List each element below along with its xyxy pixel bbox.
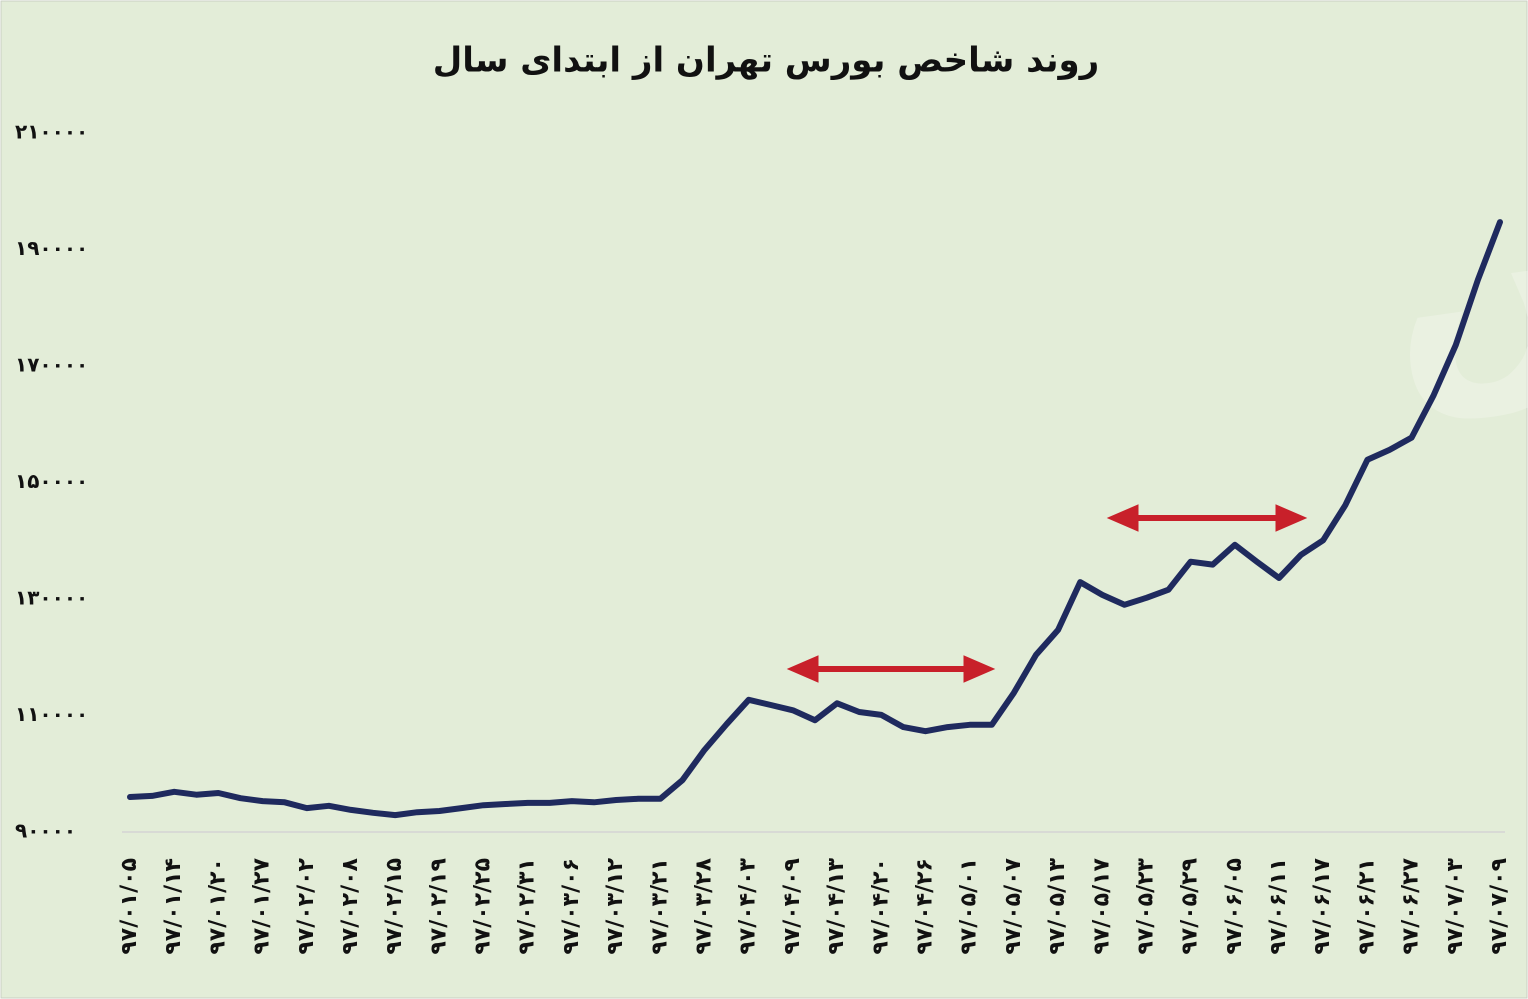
x-tick-label: ۹۷/۰۳/۲۸	[692, 857, 717, 954]
x-tick-label: ۹۷/۰۴/۲۶	[912, 858, 937, 955]
red-arrow	[1106, 504, 1308, 532]
index-line	[127, 219, 1503, 819]
x-tick-label: ۹۷/۰۳/۲۱	[647, 858, 672, 955]
y-tick-label: ۹۰۰۰۰	[15, 819, 76, 843]
x-tick-label: ۹۷/۰۴/۱۳	[824, 857, 849, 954]
x-tick-label: ۹۷/۰۵/۲۹	[1178, 858, 1203, 955]
x-tick-label: ۹۷/۰۷/۰۳	[1443, 857, 1468, 954]
chart-title: روند شاخص بورس تهران از ابتدای سال	[433, 41, 1100, 81]
x-tick-label: ۹۷/۰۱/۲۰	[205, 858, 230, 955]
x-tick-label: ۹۷/۰۲/۳۱	[515, 858, 540, 955]
x-tick-label: ۹۷/۰۷/۰۹	[1487, 858, 1512, 955]
x-tick-label: ۹۷/۰۲/۲۵	[471, 858, 496, 955]
x-tick-label: ۹۷/۰۲/۰۲	[294, 857, 319, 954]
y-tick-label: ۱۱۰۰۰۰	[15, 702, 88, 726]
x-tick-label: ۹۷/۰۵/۱۷	[1089, 857, 1114, 954]
y-tick-label: ۲۱۰۰۰۰	[15, 120, 88, 144]
y-tick-label: ۱۷۰۰۰۰	[15, 353, 88, 377]
y-tick-label: ۱۹۰۰۰۰	[15, 236, 88, 260]
x-tick-label: ۹۷/۰۵/۱۳	[1045, 857, 1070, 954]
x-tick-label: ۹۷/۰۵/۰۷	[1001, 857, 1026, 954]
x-tick-label: ۹۷/۰۲/۱۹	[426, 858, 451, 955]
x-tick-label: ۹۷/۰۳/۱۲	[603, 857, 628, 954]
x-tick-label: ۹۷/۰۶/۱۱	[1266, 858, 1291, 955]
x-tick-label: ۹۷/۰۵/۰۱	[957, 858, 982, 955]
x-tick-label: ۹۷/۰۳/۰۶	[559, 858, 584, 955]
x-tick-label: ۹۷/۰۶/۰۵	[1222, 858, 1247, 955]
x-tick-label: ۹۷/۰۶/۱۷	[1310, 857, 1335, 954]
x-tick-label: ۹۷/۰۲/۰۸	[338, 857, 363, 954]
x-tick-label: ۹۷/۰۱/۲۷	[250, 857, 275, 954]
y-tick-label: ۱۳۰۰۰۰	[15, 586, 88, 610]
red-arrow	[786, 655, 996, 683]
x-tick-label: ۹۷/۰۶/۲۱	[1354, 858, 1379, 955]
y-tick-label: ۱۵۰۰۰۰	[15, 469, 88, 493]
x-tick-label: ۹۷/۰۵/۲۳	[1133, 857, 1158, 954]
x-tick-label: ۹۷/۰۲/۱۵	[382, 858, 407, 955]
x-tick-label: ۹۷/۰۱/۱۴	[161, 858, 186, 955]
x-tick-label: ۹۷/۰۶/۲۷	[1399, 857, 1424, 954]
x-tick-label: ۹۷/۰۱/۰۵	[117, 858, 142, 955]
x-tick-label: ۹۷/۰۴/۰۳	[736, 857, 761, 954]
x-tick-label: ۹۷/۰۴/۲۰	[868, 858, 893, 955]
x-tick-label: ۹۷/۰۴/۰۹	[780, 858, 805, 955]
